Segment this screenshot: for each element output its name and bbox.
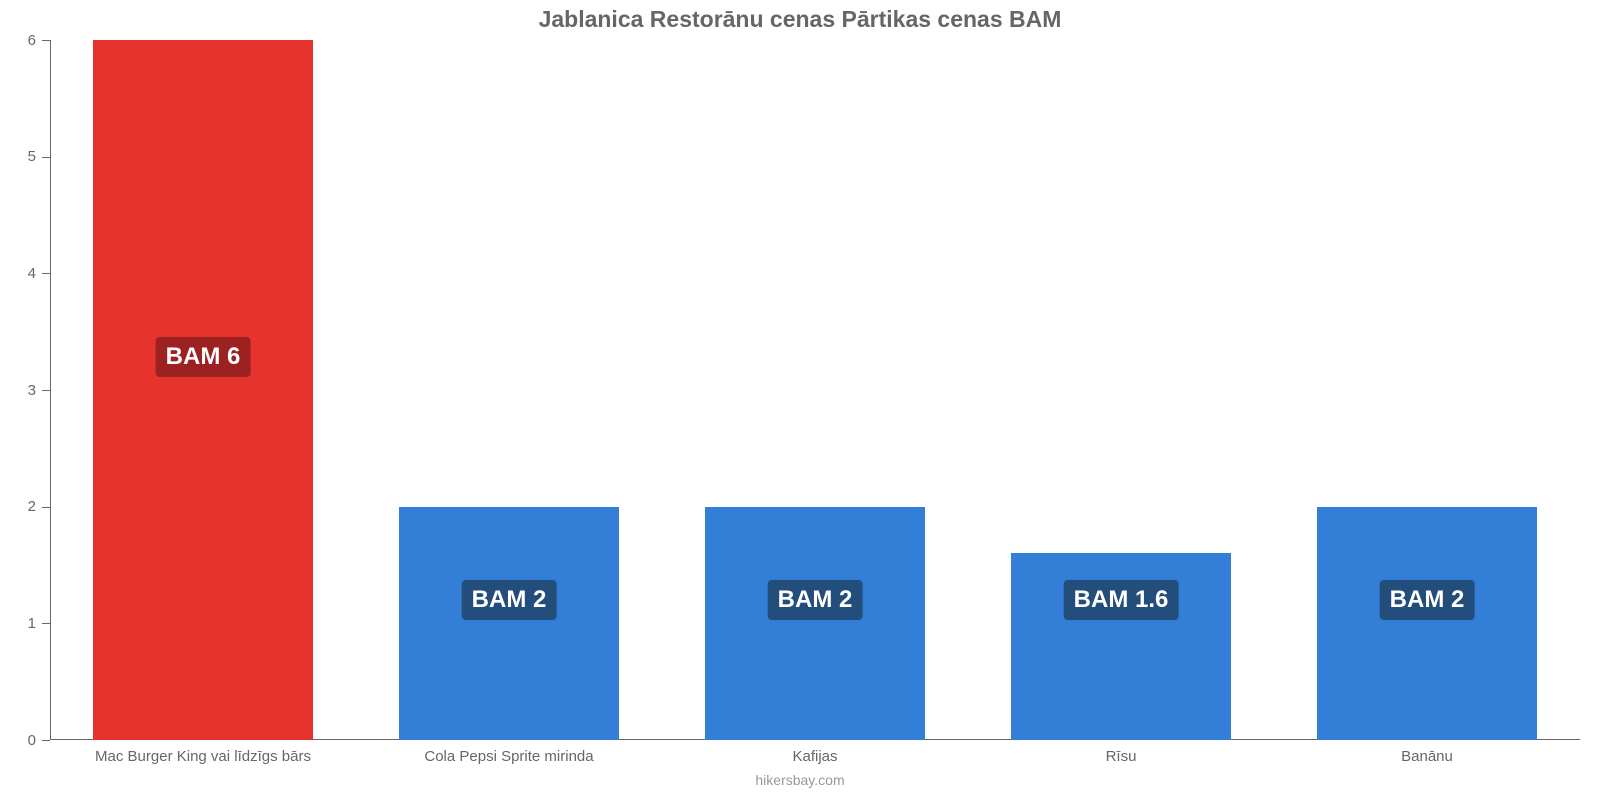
y-tick <box>42 40 50 41</box>
bar-value-label: BAM 2 <box>462 580 557 620</box>
y-tick-label: 1 <box>6 615 36 632</box>
y-tick-label: 5 <box>6 148 36 165</box>
bar-value-label: BAM 6 <box>156 337 251 377</box>
y-tick-label: 3 <box>6 382 36 399</box>
chart-title: Jablanica Restorānu cenas Pārtikas cenas… <box>0 0 1600 33</box>
y-axis <box>50 40 51 740</box>
y-tick-label: 6 <box>6 32 36 49</box>
y-tick <box>42 273 50 274</box>
plot-area: 0123456Mac Burger King vai līdzīgs bārsB… <box>50 40 1580 740</box>
y-tick <box>42 390 50 391</box>
x-category-label: Cola Pepsi Sprite mirinda <box>356 748 662 765</box>
y-tick <box>42 740 50 741</box>
y-tick <box>42 623 50 624</box>
bar <box>1317 507 1537 740</box>
bar-value-label: BAM 1.6 <box>1064 580 1179 620</box>
x-category-label: Rīsu <box>968 748 1274 765</box>
x-category-label: Kafijas <box>662 748 968 765</box>
bar-value-label: BAM 2 <box>768 580 863 620</box>
y-tick-label: 2 <box>6 498 36 515</box>
y-tick-label: 0 <box>6 732 36 749</box>
x-category-label: Banānu <box>1274 748 1580 765</box>
bar-value-label: BAM 2 <box>1380 580 1475 620</box>
x-category-label: Mac Burger King vai līdzīgs bārs <box>50 748 356 765</box>
bar <box>399 507 619 740</box>
y-tick-label: 4 <box>6 265 36 282</box>
bar <box>93 40 313 740</box>
y-tick <box>42 157 50 158</box>
bar-chart: Jablanica Restorānu cenas Pārtikas cenas… <box>0 0 1600 800</box>
y-tick <box>42 507 50 508</box>
attribution: hikersbay.com <box>0 772 1600 788</box>
bar <box>705 507 925 740</box>
